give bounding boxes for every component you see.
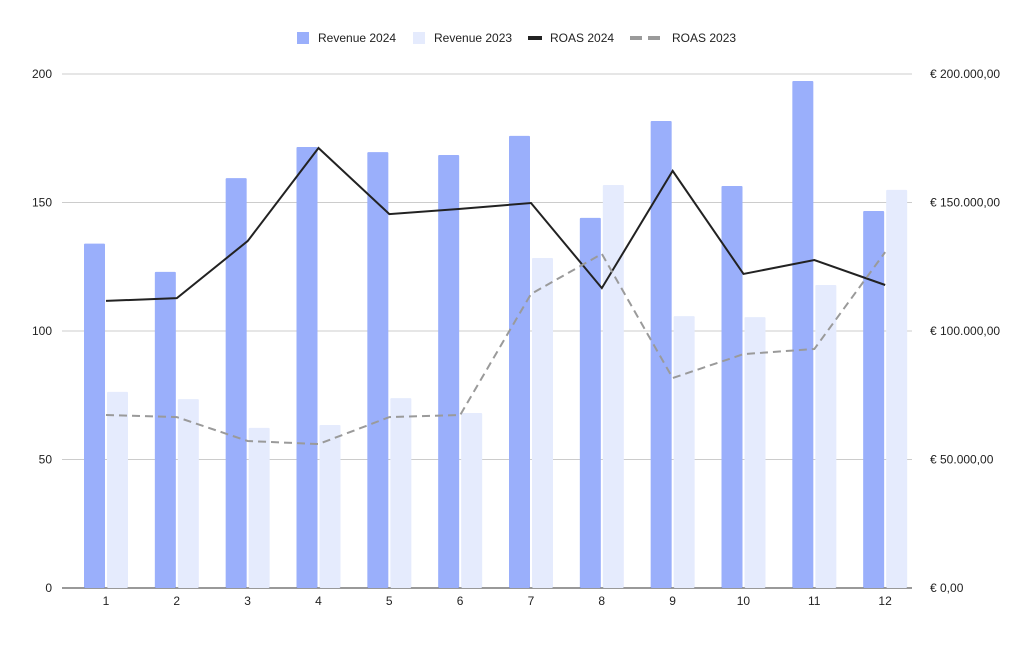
bar-revenue-2023 xyxy=(673,316,695,588)
bar-revenue-2024 xyxy=(154,271,176,588)
bar-revenue-2024 xyxy=(792,80,814,589)
x-tick-label: 3 xyxy=(244,594,251,608)
legend-swatch xyxy=(528,36,542,40)
bar-revenue-2023 xyxy=(461,412,483,588)
bar-revenue-2024 xyxy=(721,186,743,588)
bar-revenue-2024 xyxy=(579,217,601,589)
bar-revenue-2023 xyxy=(602,185,624,589)
bar-revenue-2023 xyxy=(177,399,199,588)
bar-revenue-2024 xyxy=(296,146,318,588)
bar-revenue-2024 xyxy=(509,135,530,588)
x-tick-label: 2 xyxy=(173,594,180,608)
x-tick-label: 6 xyxy=(457,594,464,608)
bar-revenue-2023 xyxy=(248,427,270,588)
x-tick-label: 9 xyxy=(669,594,676,608)
bar-revenue-2023 xyxy=(319,425,341,588)
bar-revenue-2024 xyxy=(225,178,247,588)
bar-revenue-2024 xyxy=(438,154,460,588)
y-left-tick-label: 200 xyxy=(32,67,52,81)
bar-revenue-2024 xyxy=(650,121,672,588)
legend-label: ROAS 2023 xyxy=(672,31,736,45)
legend-label: Revenue 2023 xyxy=(434,31,512,45)
y-right-tick-label: € 150.000,00 xyxy=(930,196,1000,210)
legend-swatch xyxy=(297,32,309,44)
line-roas-2023 xyxy=(105,251,886,446)
x-tick-label: 1 xyxy=(103,594,110,608)
legend-swatch xyxy=(648,36,660,40)
x-tick-label: 10 xyxy=(737,594,751,608)
y-right-tick-label: € 100.000,00 xyxy=(930,324,1000,338)
x-tick-label: 12 xyxy=(878,594,892,608)
legend-swatch xyxy=(413,32,425,44)
bar-revenue-2024 xyxy=(863,210,885,588)
legend: Revenue 2024 Revenue 2023 ROAS 2024 ROAS 20… xyxy=(297,31,736,45)
x-tick-label: 11 xyxy=(808,594,821,608)
bar-revenue-2023 xyxy=(107,391,128,588)
y-right-tick-label: € 200.000,00 xyxy=(930,67,1000,81)
y-left-tick-label: 150 xyxy=(32,196,52,210)
bar-revenue-2023 xyxy=(390,398,412,588)
y-right-tick-label: € 0,00 xyxy=(930,581,964,595)
bar-revenue-2023 xyxy=(744,317,766,588)
y-left-tick-label: 0 xyxy=(45,581,52,595)
y-left-tick-label: 50 xyxy=(39,453,53,467)
x-tick-label: 4 xyxy=(315,594,322,608)
x-tick-label: 8 xyxy=(598,594,605,608)
y-left-tick-label: 100 xyxy=(32,324,52,338)
bar-revenue-2023 xyxy=(886,189,908,589)
bar-revenue-2024 xyxy=(367,152,389,589)
y-right-tick-label: € 50.000,00 xyxy=(930,453,994,467)
bar-revenue-2023 xyxy=(815,284,837,588)
legend-swatch xyxy=(630,36,642,40)
bar-revenue-2023 xyxy=(532,258,553,588)
legend-label: ROAS 2024 xyxy=(550,31,614,45)
bar-revenue-2024 xyxy=(84,243,105,588)
x-tick-label: 7 xyxy=(528,594,535,608)
legend-label: Revenue 2024 xyxy=(318,31,396,45)
x-tick-label: 5 xyxy=(386,594,393,608)
line-roas-2024 xyxy=(105,146,886,302)
